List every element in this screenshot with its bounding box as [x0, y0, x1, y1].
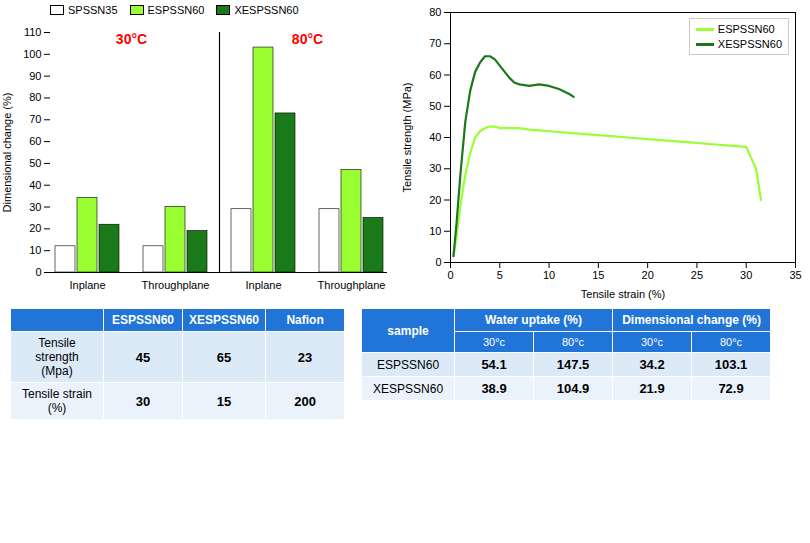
- svg-text:40: 40: [29, 179, 41, 191]
- html-text:ESPSSN60: ESPSSN60: [112, 313, 174, 327]
- html-text:XESPSSN60: XESPSSN60: [373, 381, 444, 396]
- svg-text:20: 20: [429, 194, 441, 206]
- svg-text:60: 60: [29, 135, 41, 147]
- html-text:ESPSSN60: ESPSSN60: [377, 357, 440, 372]
- svg-text:80: 80: [29, 91, 41, 103]
- svg-text:80°C: 80°C: [292, 31, 323, 47]
- html-text:Water uptake (%): Water uptake (%): [485, 313, 582, 327]
- svg-text:10: 10: [429, 225, 441, 237]
- html-text:XESPSSN60: XESPSSN60: [189, 313, 259, 327]
- html-text:72.9: 72.9: [718, 381, 744, 396]
- svg-text:20: 20: [642, 269, 654, 281]
- html-text:30°c: 30°c: [641, 336, 664, 348]
- svg-text:35: 35: [789, 269, 801, 281]
- html-text:30°c: 30°c: [483, 336, 506, 348]
- html-text:XESPSSN60: XESPSSN60: [717, 38, 782, 50]
- svg-text:50: 50: [429, 100, 441, 112]
- html-text:45: 45: [135, 349, 151, 365]
- svg-text:0: 0: [35, 266, 41, 278]
- html-text:147.5: 147.5: [556, 357, 590, 372]
- svg-text:60: 60: [429, 69, 441, 81]
- svg-text:30°C: 30°C: [116, 31, 147, 47]
- svg-text:Inplane: Inplane: [245, 279, 281, 291]
- svg-text:Throughplane: Throughplane: [142, 279, 210, 291]
- html-text:80°c: 80°c: [720, 336, 743, 348]
- svg-text:40: 40: [429, 131, 441, 143]
- html-text:65: 65: [216, 349, 232, 365]
- html-text:Tensile strength (Mpa): Tensile strength (Mpa): [35, 336, 79, 378]
- svg-text:30: 30: [29, 201, 41, 213]
- svg-text:5: 5: [497, 269, 503, 281]
- svg-text:110: 110: [24, 26, 42, 38]
- svg-text:70: 70: [429, 37, 441, 49]
- svg-text:Tensile strength (MPa): Tensile strength (MPa): [401, 82, 413, 192]
- html-text:103.1: 103.1: [714, 357, 748, 372]
- svg-text:50: 50: [29, 157, 41, 169]
- html-text:SPSSN35: SPSSN35: [68, 4, 118, 16]
- svg-text:Dimensional change (%): Dimensional change (%): [1, 93, 13, 213]
- svg-text:20: 20: [29, 222, 41, 234]
- html-text:34.2: 34.2: [639, 357, 665, 372]
- svg-text:25: 25: [691, 269, 703, 281]
- svg-text:Tensile strain (%): Tensile strain (%): [581, 288, 665, 300]
- svg-text:Throughplane: Throughplane: [318, 279, 386, 291]
- html-text:Nafion: Nafion: [286, 313, 324, 327]
- html-text:Tensile strain (%): Tensile strain (%): [22, 387, 92, 415]
- html-text:38.9: 38.9: [481, 381, 507, 396]
- svg-text:30: 30: [429, 162, 441, 174]
- svg-text:70: 70: [29, 113, 41, 125]
- html-text:21.9: 21.9: [639, 381, 665, 396]
- svg-text:30: 30: [740, 269, 752, 281]
- html-text:30: 30: [135, 393, 151, 409]
- html-text:ESPSSN60: ESPSSN60: [147, 4, 205, 16]
- html-text:sample: sample: [387, 323, 429, 338]
- html-text:104.9: 104.9: [556, 381, 590, 396]
- html-text:23: 23: [297, 349, 313, 365]
- svg-text:15: 15: [592, 269, 604, 281]
- html-text:54.1: 54.1: [481, 357, 507, 372]
- svg-text:90: 90: [29, 70, 41, 82]
- svg-text:Inplane: Inplane: [69, 279, 105, 291]
- svg-text:10: 10: [543, 269, 555, 281]
- svg-text:100: 100: [23, 48, 41, 60]
- html-text:ESPSSN60: ESPSSN60: [717, 23, 775, 35]
- svg-text:80: 80: [429, 6, 441, 18]
- html-text:XESPSSN60: XESPSSN60: [234, 4, 299, 16]
- html-text:Dimensional change (%): Dimensional change (%): [622, 313, 761, 327]
- svg-text:10: 10: [29, 244, 41, 256]
- svg-text:0: 0: [447, 269, 453, 281]
- html-text:15: 15: [216, 393, 232, 409]
- html-text:200: 200: [294, 393, 316, 409]
- html-text:80°c: 80°c: [562, 336, 585, 348]
- svg-text:0: 0: [435, 256, 441, 268]
